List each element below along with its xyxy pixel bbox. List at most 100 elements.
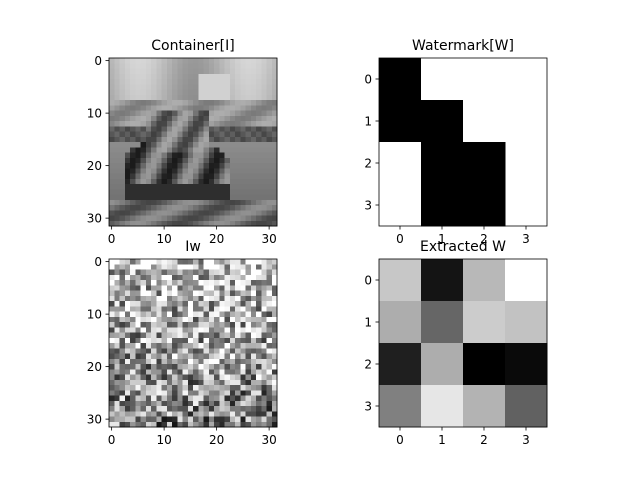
image-pixel <box>130 173 136 180</box>
image-pixel <box>119 147 126 153</box>
image-pixel <box>271 163 278 169</box>
image-pixel <box>130 322 136 328</box>
image-pixel <box>114 332 120 339</box>
image-pixel <box>219 105 225 111</box>
image-pixel <box>135 115 141 122</box>
image-pixel <box>166 280 173 286</box>
image-pixel <box>151 411 157 417</box>
image-pixel <box>172 68 178 75</box>
image-pixel <box>229 121 236 127</box>
image-pixel <box>224 301 231 307</box>
image-pixel <box>156 301 162 307</box>
image-pixel <box>124 264 131 270</box>
image-pixel <box>219 84 225 90</box>
image-pixel <box>203 332 210 339</box>
image-pixel <box>240 94 246 101</box>
image-pixel <box>177 136 183 143</box>
image-pixel <box>224 327 231 333</box>
image-pixel <box>161 189 168 195</box>
image-pixel <box>187 395 194 402</box>
image-pixel <box>177 274 183 281</box>
image-pixel <box>208 194 215 201</box>
image-pixel <box>135 63 141 69</box>
image-pixel <box>177 178 183 185</box>
image-pixel <box>219 184 225 190</box>
image-pixel <box>177 353 183 360</box>
image-pixel <box>135 264 141 270</box>
image-pixel <box>224 364 231 370</box>
image-pixel <box>261 390 267 396</box>
image-pixel <box>256 79 262 85</box>
image-pixel <box>182 369 189 375</box>
image-pixel <box>193 68 199 75</box>
image-pixel <box>229 306 236 312</box>
image-pixel <box>140 295 147 302</box>
image-pixel <box>109 400 115 407</box>
image-pixel <box>266 215 273 222</box>
image-pixel <box>256 84 262 90</box>
image-pixel <box>198 131 204 138</box>
image-pixel <box>203 163 210 169</box>
image-pixel <box>135 173 141 180</box>
image-pixel <box>245 364 252 370</box>
image-pixel <box>124 395 131 402</box>
image-pixel <box>130 68 136 75</box>
image-pixel <box>219 327 225 333</box>
image-pixel <box>214 264 220 270</box>
image-pixel <box>240 73 246 80</box>
image-pixel <box>124 220 131 227</box>
image-pixel <box>193 121 199 127</box>
image-pixel <box>261 343 267 349</box>
image-pixel <box>229 416 236 423</box>
image-pixel <box>172 400 178 407</box>
image-pixel <box>224 348 231 354</box>
image-pixel <box>145 369 152 375</box>
image-pixel <box>208 364 215 370</box>
image-pixel <box>182 421 189 428</box>
image-pixel <box>145 301 152 307</box>
image-pixel <box>235 205 241 211</box>
image-pixel <box>124 421 131 428</box>
image-pixel <box>177 73 183 80</box>
image-pixel <box>193 184 199 190</box>
image-pixel <box>261 353 267 360</box>
image-pixel <box>229 295 236 302</box>
image-pixel <box>119 168 126 174</box>
image-pixel <box>224 411 231 417</box>
image-pixel <box>161 178 168 185</box>
image-pixel <box>182 322 189 328</box>
image-pixel <box>156 115 162 122</box>
image-pixel <box>161 73 168 80</box>
image-pixel <box>245 126 252 132</box>
image-pixel <box>240 152 246 159</box>
image-pixel <box>208 184 215 190</box>
image-pixel <box>124 374 131 381</box>
image-pixel <box>224 205 231 211</box>
image-pixel <box>172 395 178 402</box>
image-pixel <box>119 343 126 349</box>
image-pixel <box>166 136 173 143</box>
image-pixel <box>172 259 178 265</box>
image-pixel <box>140 395 147 402</box>
image-pixel <box>130 73 136 80</box>
image-pixel <box>161 194 168 201</box>
image-pixel <box>172 147 178 153</box>
image-pixel <box>156 136 162 143</box>
image-pixel <box>140 121 147 127</box>
image-pixel <box>245 105 252 111</box>
image-pixel <box>245 79 252 85</box>
image-pixel <box>151 215 157 222</box>
image-pixel <box>177 105 183 111</box>
image-pixel <box>214 110 220 117</box>
image-pixel <box>130 194 136 201</box>
image-pixel <box>219 220 225 227</box>
image-pixel <box>245 421 252 428</box>
image-pixel <box>135 89 141 96</box>
image-pixel <box>229 322 236 328</box>
image-pixels <box>109 58 278 227</box>
image-pixel <box>203 157 210 164</box>
image-pixel <box>224 311 231 318</box>
image-pixel <box>140 68 147 75</box>
heatmap-cell <box>421 301 464 344</box>
image-pixel <box>240 264 246 270</box>
